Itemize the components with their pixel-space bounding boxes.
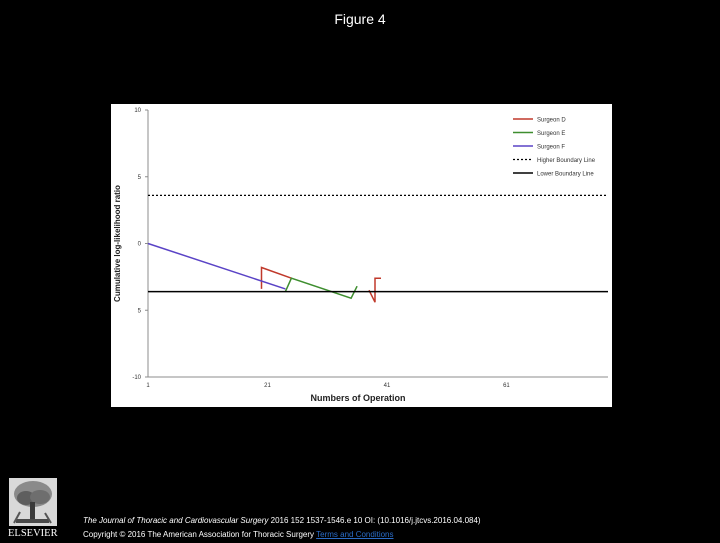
legend-label-surgeon-e: Surgeon E [537, 131, 565, 137]
x-tick-label: 21 [264, 383, 271, 389]
legend-label-lower-boundary-line: Lower Boundary Line [537, 172, 594, 178]
legend-label-surgeon-f: Surgeon F [537, 145, 565, 151]
terms-and-conditions-link[interactable]: Terms and Conditions [316, 530, 394, 539]
citation-details: 2016 152 1537-1546.e 10 OI: (10.1016/j.j… [268, 516, 481, 525]
y-axis-title: Cumulative log-likelihood ratio [113, 185, 122, 302]
legend-label-higher-boundary-line: Higher Boundary Line [537, 158, 596, 164]
x-axis-title: Numbers of Operation [310, 393, 405, 403]
x-tick-label: 41 [384, 383, 391, 389]
surgeon-f-line [147, 242, 286, 290]
x-tick-label: 1 [146, 383, 150, 389]
elsevier-wordmark: ELSEVIER [8, 528, 58, 538]
elsevier-logo: ELSEVIER [6, 476, 74, 539]
chart-svg: 10 5 0 5 -10 1 21 41 61 Numbers of Operation Cumul… [113, 108, 608, 403]
legend-label-surgeon-d: Surgeon D [537, 118, 566, 124]
copyright-text: Copyright © 2016 The American Associatio… [83, 530, 317, 539]
y-tick-label: 10 [134, 108, 141, 114]
chart-figure: 10 5 0 5 -10 1 21 41 61 Numbers of Operation Cumul… [111, 104, 612, 407]
citation-line: The Journal of Thoracic and Cardiovascul… [83, 516, 481, 525]
surgeon-e-line [284, 277, 358, 300]
y-tick-label: 0 [138, 242, 142, 248]
surgeon-d-line [368, 277, 381, 303]
x-tick-label: 61 [503, 383, 510, 389]
y-tick-label: -10 [132, 375, 141, 381]
y-tick-label: 5 [138, 308, 142, 314]
figure-title: Figure 4 [334, 11, 386, 27]
journal-name: The Journal of Thoracic and Cardiovascul… [83, 516, 269, 525]
copyright-line: Copyright © 2016 The American Associatio… [83, 530, 394, 539]
y-tick-label: 5 [138, 175, 142, 181]
tree-icon: ELSEVIER [6, 476, 74, 539]
